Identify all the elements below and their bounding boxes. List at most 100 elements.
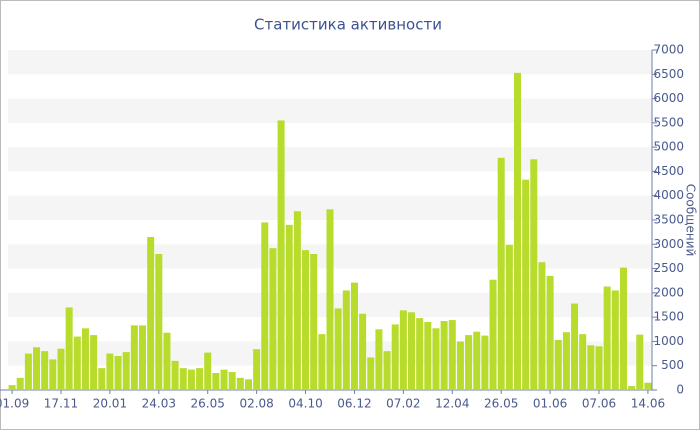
bar — [90, 335, 98, 390]
y-tick-label: 500 — [661, 358, 684, 372]
bar — [587, 345, 595, 390]
y-tick-label: 4500 — [653, 164, 684, 178]
bar — [424, 322, 432, 390]
bar — [538, 262, 546, 390]
grid-band — [8, 147, 652, 172]
bar — [644, 382, 652, 390]
bar — [244, 379, 252, 390]
bar — [595, 346, 603, 390]
bar — [456, 341, 464, 390]
bar — [24, 353, 32, 390]
bar — [269, 248, 277, 390]
bar — [367, 357, 375, 390]
x-tick-label: 26.05 — [191, 397, 225, 411]
bar — [318, 334, 326, 390]
y-tick-label: 7000 — [653, 43, 684, 57]
bar — [147, 237, 155, 390]
bar — [416, 318, 424, 390]
chart-title: Статистика активности — [254, 16, 442, 34]
y-tick-label: 5500 — [653, 115, 684, 129]
bar — [277, 120, 285, 390]
bar — [399, 310, 407, 390]
x-tick-label: 20.01 — [93, 397, 127, 411]
bar — [114, 356, 122, 390]
bar — [375, 329, 383, 390]
y-axis-label: Сообщений — [684, 184, 698, 257]
bar — [33, 347, 41, 390]
bar — [636, 334, 644, 390]
bar — [408, 312, 416, 390]
bar — [122, 352, 130, 390]
y-tick-label: 1500 — [653, 310, 684, 324]
y-tick-label: 3500 — [653, 213, 684, 227]
bar — [57, 348, 65, 390]
bar — [139, 325, 147, 390]
bar — [571, 303, 579, 390]
bar — [187, 369, 195, 390]
bar — [130, 325, 138, 390]
y-tick-label: 2000 — [653, 285, 684, 299]
bar — [391, 324, 399, 390]
bar — [326, 209, 334, 390]
bar — [106, 353, 114, 390]
bar — [481, 335, 489, 390]
bar — [350, 282, 358, 390]
bar — [196, 368, 204, 390]
x-tick-label: 14.06 — [631, 397, 665, 411]
bar — [65, 307, 73, 390]
bar — [619, 267, 627, 390]
bar — [293, 211, 301, 390]
bar — [579, 334, 587, 390]
y-tick-label: 5000 — [653, 140, 684, 154]
bar — [489, 279, 497, 390]
bar — [302, 250, 310, 390]
bar — [49, 359, 57, 390]
x-tick-label: 07.02 — [386, 397, 420, 411]
x-tick-label: 01.09 — [0, 397, 29, 411]
bar — [155, 254, 163, 390]
grid-band — [8, 98, 652, 123]
bar — [383, 351, 391, 390]
bar — [513, 72, 521, 390]
y-tick-label: 4000 — [653, 188, 684, 202]
bar — [253, 349, 261, 390]
x-tick-label: 26.05 — [484, 397, 518, 411]
bar — [497, 157, 505, 390]
y-tick-label: 6000 — [653, 91, 684, 105]
bar — [530, 159, 538, 390]
bar — [562, 332, 570, 390]
bar — [73, 336, 81, 390]
bar — [285, 224, 293, 390]
bar — [334, 308, 342, 390]
bar — [98, 368, 106, 390]
x-tick-label: 02.08 — [239, 397, 273, 411]
x-tick-label: 01.06 — [533, 397, 567, 411]
bar — [310, 254, 318, 390]
x-tick-label: 07.06 — [582, 397, 616, 411]
y-tick-label: 0 — [676, 383, 684, 397]
bar — [505, 244, 513, 390]
x-tick-label: 04.10 — [288, 397, 322, 411]
bar — [16, 377, 24, 390]
grid-band — [8, 50, 652, 75]
bar — [465, 335, 473, 390]
bar — [546, 275, 554, 390]
bar — [171, 360, 179, 390]
bar — [204, 352, 212, 390]
bar — [236, 377, 244, 390]
bar — [554, 339, 562, 390]
bar — [342, 290, 350, 390]
y-tick-label: 3000 — [653, 237, 684, 251]
y-tick-label: 6500 — [653, 67, 684, 81]
y-tick-label: 1000 — [653, 334, 684, 348]
x-tick-label: 17.11 — [44, 397, 78, 411]
bar — [432, 328, 440, 390]
x-tick-label: 12.04 — [435, 397, 469, 411]
x-tick-label: 24.03 — [142, 397, 176, 411]
x-tick-label: 06.12 — [337, 397, 371, 411]
bar — [81, 328, 89, 390]
bar — [448, 320, 456, 390]
y-tick-label: 2500 — [653, 261, 684, 275]
bar — [473, 331, 481, 390]
